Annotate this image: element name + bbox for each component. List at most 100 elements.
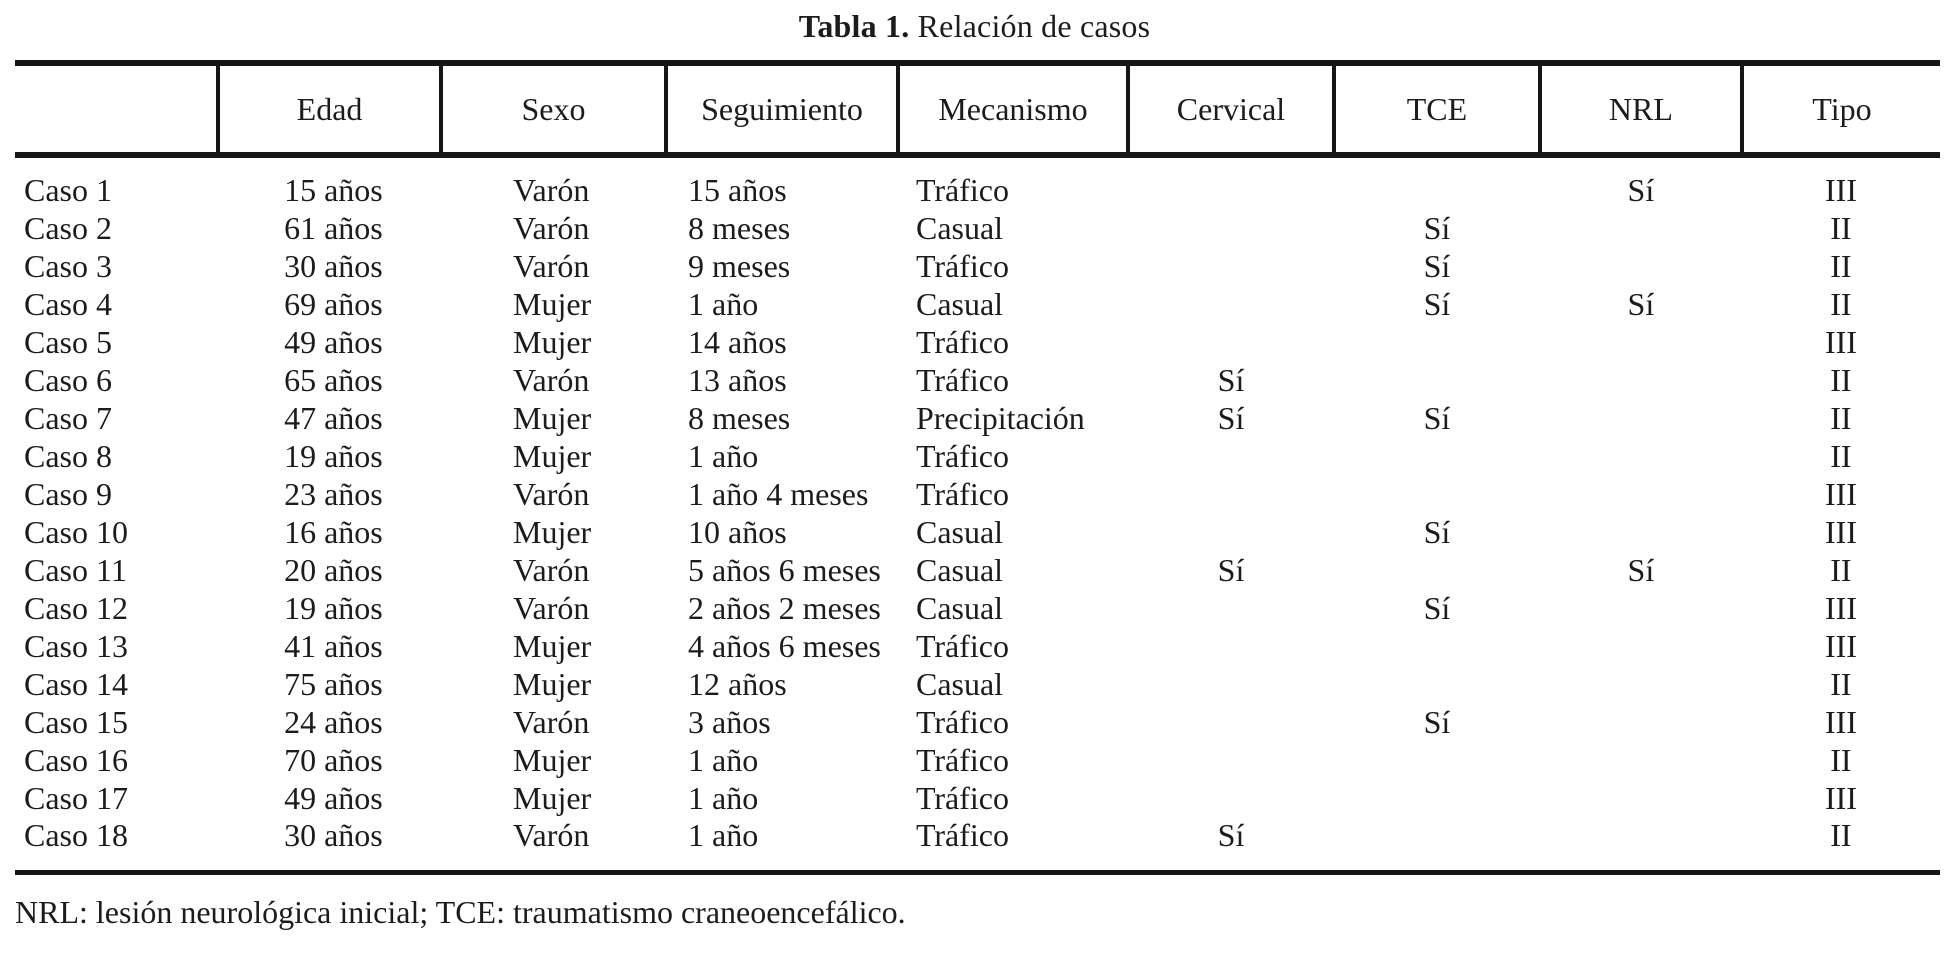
cell-sexo: Varón	[512, 551, 590, 588]
table-row: Caso 8 19 años Mujer 1 año Tráfico II	[15, 437, 1940, 475]
cell-edad: 30 años	[284, 247, 383, 284]
cell-seguimiento: 1 año	[688, 285, 759, 322]
cell-tipo: II	[1830, 209, 1852, 246]
table-caption-text: Relación de casos	[909, 8, 1151, 44]
cell-nrl	[1540, 323, 1742, 361]
cell-edad: 19 años	[284, 437, 383, 474]
cell-mecanismo: Casual	[915, 285, 1004, 322]
cell-mecanismo: Casual	[915, 209, 1004, 246]
cell-cervical	[1128, 437, 1334, 475]
cell-caso: Caso 12	[24, 589, 128, 626]
cell-cervical	[1128, 155, 1334, 209]
cell-seguimiento: 1 año	[688, 779, 759, 816]
cell-seguimiento: 8 meses	[688, 209, 791, 246]
cell-edad: 69 años	[284, 285, 383, 322]
cell-cervical	[1128, 285, 1334, 323]
cell-seguimiento: 3 años	[688, 703, 771, 740]
cell-sexo: Mujer	[512, 399, 592, 436]
cell-mecanismo: Tráfico	[915, 627, 1009, 664]
cell-edad: 30 años	[284, 817, 383, 853]
table-row: Caso 10 16 años Mujer 10 años Casual Sí …	[15, 513, 1940, 551]
table-row: Caso 2 61 años Varón 8 meses Casual Sí I…	[15, 209, 1940, 247]
cell-caso: Caso 16	[24, 741, 128, 778]
cell-cervical	[1128, 247, 1334, 285]
cell-tipo: II	[1830, 817, 1852, 853]
table-header-row: Edad Sexo Seguimiento Mecanismo Cervical…	[15, 63, 1940, 158]
cell-nrl	[1540, 475, 1742, 513]
cell-edad: 19 años	[284, 589, 383, 626]
cell-tipo: III	[1824, 172, 1857, 208]
cell-mecanismo: Casual	[915, 551, 1004, 588]
cell-tipo: II	[1830, 741, 1852, 778]
cell-edad: 49 años	[284, 323, 383, 360]
cell-seguimiento: 4 años 6 meses	[688, 627, 881, 664]
cell-mecanismo: Tráfico	[915, 817, 1009, 853]
cell-cervical	[1128, 323, 1334, 361]
cell-caso: Caso 2	[24, 209, 112, 246]
cell-sexo: Varón	[512, 172, 590, 208]
cell-edad: 70 años	[284, 741, 383, 778]
table-row: Caso 3 30 años Varón 9 meses Tráfico Sí …	[15, 247, 1940, 285]
cell-cervical: Sí	[1217, 551, 1245, 588]
cell-nrl	[1540, 627, 1742, 665]
cell-edad: 16 años	[284, 513, 383, 550]
cell-cervical	[1128, 475, 1334, 513]
table-caption-number: Tabla 1.	[798, 8, 910, 44]
cell-sexo: Varón	[512, 475, 590, 512]
cell-tce	[1334, 665, 1540, 703]
table-footnote: NRL: lesión neurológica inicial; TCE: tr…	[15, 894, 906, 930]
table-row: Caso 1 15 años Varón 15 años Tráfico Sí …	[15, 155, 1940, 209]
cell-nrl	[1540, 741, 1742, 779]
cell-seguimiento: 1 año	[688, 817, 759, 853]
cell-cervical: Sí	[1217, 361, 1245, 398]
cell-mecanismo: Tráfico	[915, 741, 1009, 778]
cell-caso: Caso 4	[24, 285, 112, 322]
cell-cervical	[1128, 209, 1334, 247]
cell-edad: 15 años	[284, 172, 383, 208]
cell-nrl	[1540, 437, 1742, 475]
cell-tce	[1334, 551, 1540, 589]
cell-caso: Caso 18	[24, 817, 128, 853]
table-row: Caso 11 20 años Varón 5 años 6 meses Cas…	[15, 551, 1940, 589]
cell-caso: Caso 6	[24, 361, 112, 398]
column-header-cervical: Cervical	[1126, 63, 1334, 158]
table-row: Caso 7 47 años Mujer 8 meses Precipitaci…	[15, 399, 1940, 437]
cell-sexo: Mujer	[512, 741, 592, 778]
cell-nrl	[1540, 779, 1742, 817]
cell-caso: Caso 3	[24, 247, 112, 284]
column-header-tce: TCE	[1331, 63, 1540, 158]
cell-tce: Sí	[1423, 513, 1451, 550]
cell-caso: Caso 15	[24, 703, 128, 740]
cell-sexo: Mujer	[512, 285, 592, 322]
cell-caso: Caso 7	[24, 399, 112, 436]
cell-mecanismo: Precipitación	[915, 399, 1085, 436]
cell-nrl	[1540, 513, 1742, 551]
cell-mecanismo: Tráfico	[915, 361, 1009, 398]
cell-cervical	[1128, 627, 1334, 665]
cell-sexo: Varón	[512, 589, 590, 626]
column-header-empty	[15, 63, 219, 158]
cell-sexo: Mujer	[512, 665, 592, 702]
cell-seguimiento: 1 año	[688, 741, 759, 778]
cell-cervical	[1128, 779, 1334, 817]
cell-mecanismo: Tráfico	[915, 172, 1009, 208]
cell-sexo: Varón	[512, 703, 590, 740]
cell-mecanismo: Tráfico	[915, 437, 1009, 474]
column-header-tipo: Tipo	[1739, 63, 1940, 158]
table-header: Edad Sexo Seguimiento Mecanismo Cervical…	[15, 63, 1940, 158]
cell-tipo: II	[1830, 361, 1852, 398]
cell-edad: 41 años	[284, 627, 383, 664]
cell-tipo: II	[1830, 247, 1852, 284]
cell-tce: Sí	[1423, 285, 1451, 322]
cell-sexo: Mujer	[512, 779, 592, 816]
cell-nrl	[1540, 589, 1742, 627]
cell-edad: 20 años	[284, 551, 383, 588]
cell-caso: Caso 11	[24, 551, 127, 588]
cell-nrl: Sí	[1627, 551, 1655, 588]
cell-tce	[1334, 475, 1540, 513]
column-header-sexo: Sexo	[438, 63, 667, 158]
cell-sexo: Varón	[512, 209, 590, 246]
cell-mecanismo: Casual	[915, 589, 1004, 626]
cell-nrl	[1540, 703, 1742, 741]
